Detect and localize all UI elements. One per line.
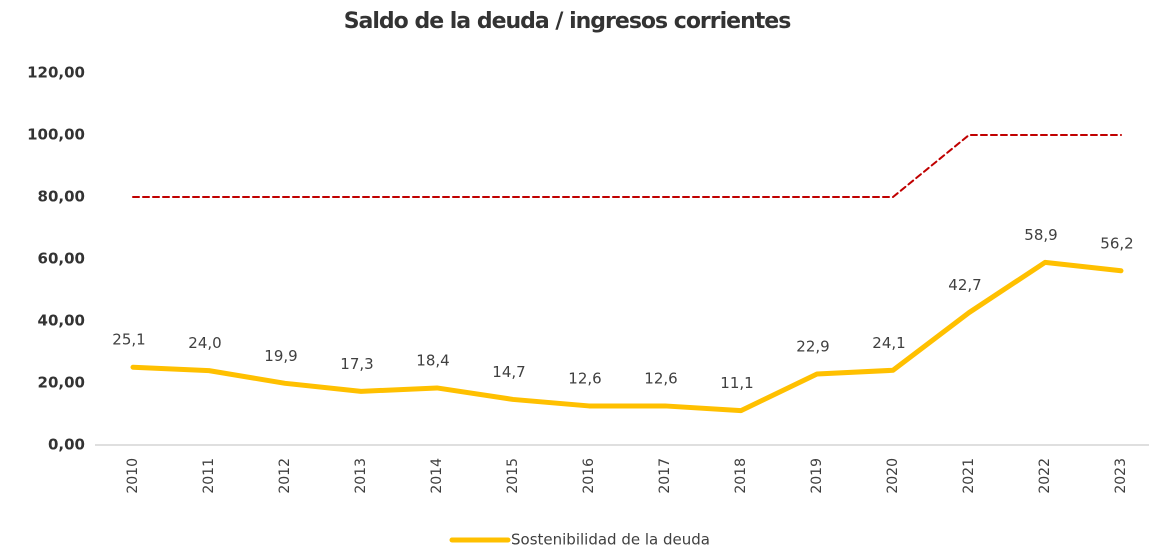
x-tick-label: 2011 xyxy=(201,458,217,494)
y-tick-label: 120,00 xyxy=(27,64,85,82)
y-tick-label: 40,00 xyxy=(38,312,85,330)
data-label: 56,2 xyxy=(1100,234,1133,252)
limit-line xyxy=(132,134,1122,198)
data-label: 11,1 xyxy=(720,374,753,392)
x-tick-label: 2019 xyxy=(809,458,825,494)
x-tick-label: 2016 xyxy=(581,458,597,494)
y-tick-label: 20,00 xyxy=(38,374,85,392)
x-tick-label: 2020 xyxy=(885,458,901,494)
data-label: 14,7 xyxy=(492,363,525,381)
chart-title: Saldo de la deuda / ingresos corrientes xyxy=(344,9,792,34)
data-label: 19,9 xyxy=(264,347,297,365)
data-label: 42,7 xyxy=(948,276,981,294)
data-label: 17,3 xyxy=(340,355,373,373)
x-tick-label: 2017 xyxy=(657,458,673,494)
data-label: 58,9 xyxy=(1024,226,1057,244)
x-tick-label: 2021 xyxy=(961,458,977,494)
x-tick-label: 2023 xyxy=(1113,458,1129,494)
x-tick-label: 2012 xyxy=(277,458,293,494)
y-tick-label: 80,00 xyxy=(38,188,85,206)
data-label: 24,1 xyxy=(872,334,905,352)
y-tick-label: 0,00 xyxy=(48,436,85,454)
y-tick-label: 100,00 xyxy=(27,126,85,144)
data-label: 24,0 xyxy=(188,334,221,352)
x-tick-label: 2015 xyxy=(505,458,521,494)
y-tick-label: 60,00 xyxy=(38,250,85,268)
x-tick-label: 2014 xyxy=(429,458,445,494)
data-label: 22,9 xyxy=(796,338,829,356)
data-label: 12,6 xyxy=(568,369,601,387)
data-label: 18,4 xyxy=(416,351,449,369)
x-tick-label: 2022 xyxy=(1037,458,1053,494)
x-tick-label: 2013 xyxy=(353,458,369,494)
data-label: 12,6 xyxy=(644,369,677,387)
x-tick-label: 2018 xyxy=(733,458,749,494)
data-label: 25,1 xyxy=(112,331,145,349)
series-line xyxy=(130,259,1124,414)
x-tick-label: 2010 xyxy=(125,458,141,494)
legend-label: Sostenibilidad de la deuda xyxy=(511,531,710,549)
